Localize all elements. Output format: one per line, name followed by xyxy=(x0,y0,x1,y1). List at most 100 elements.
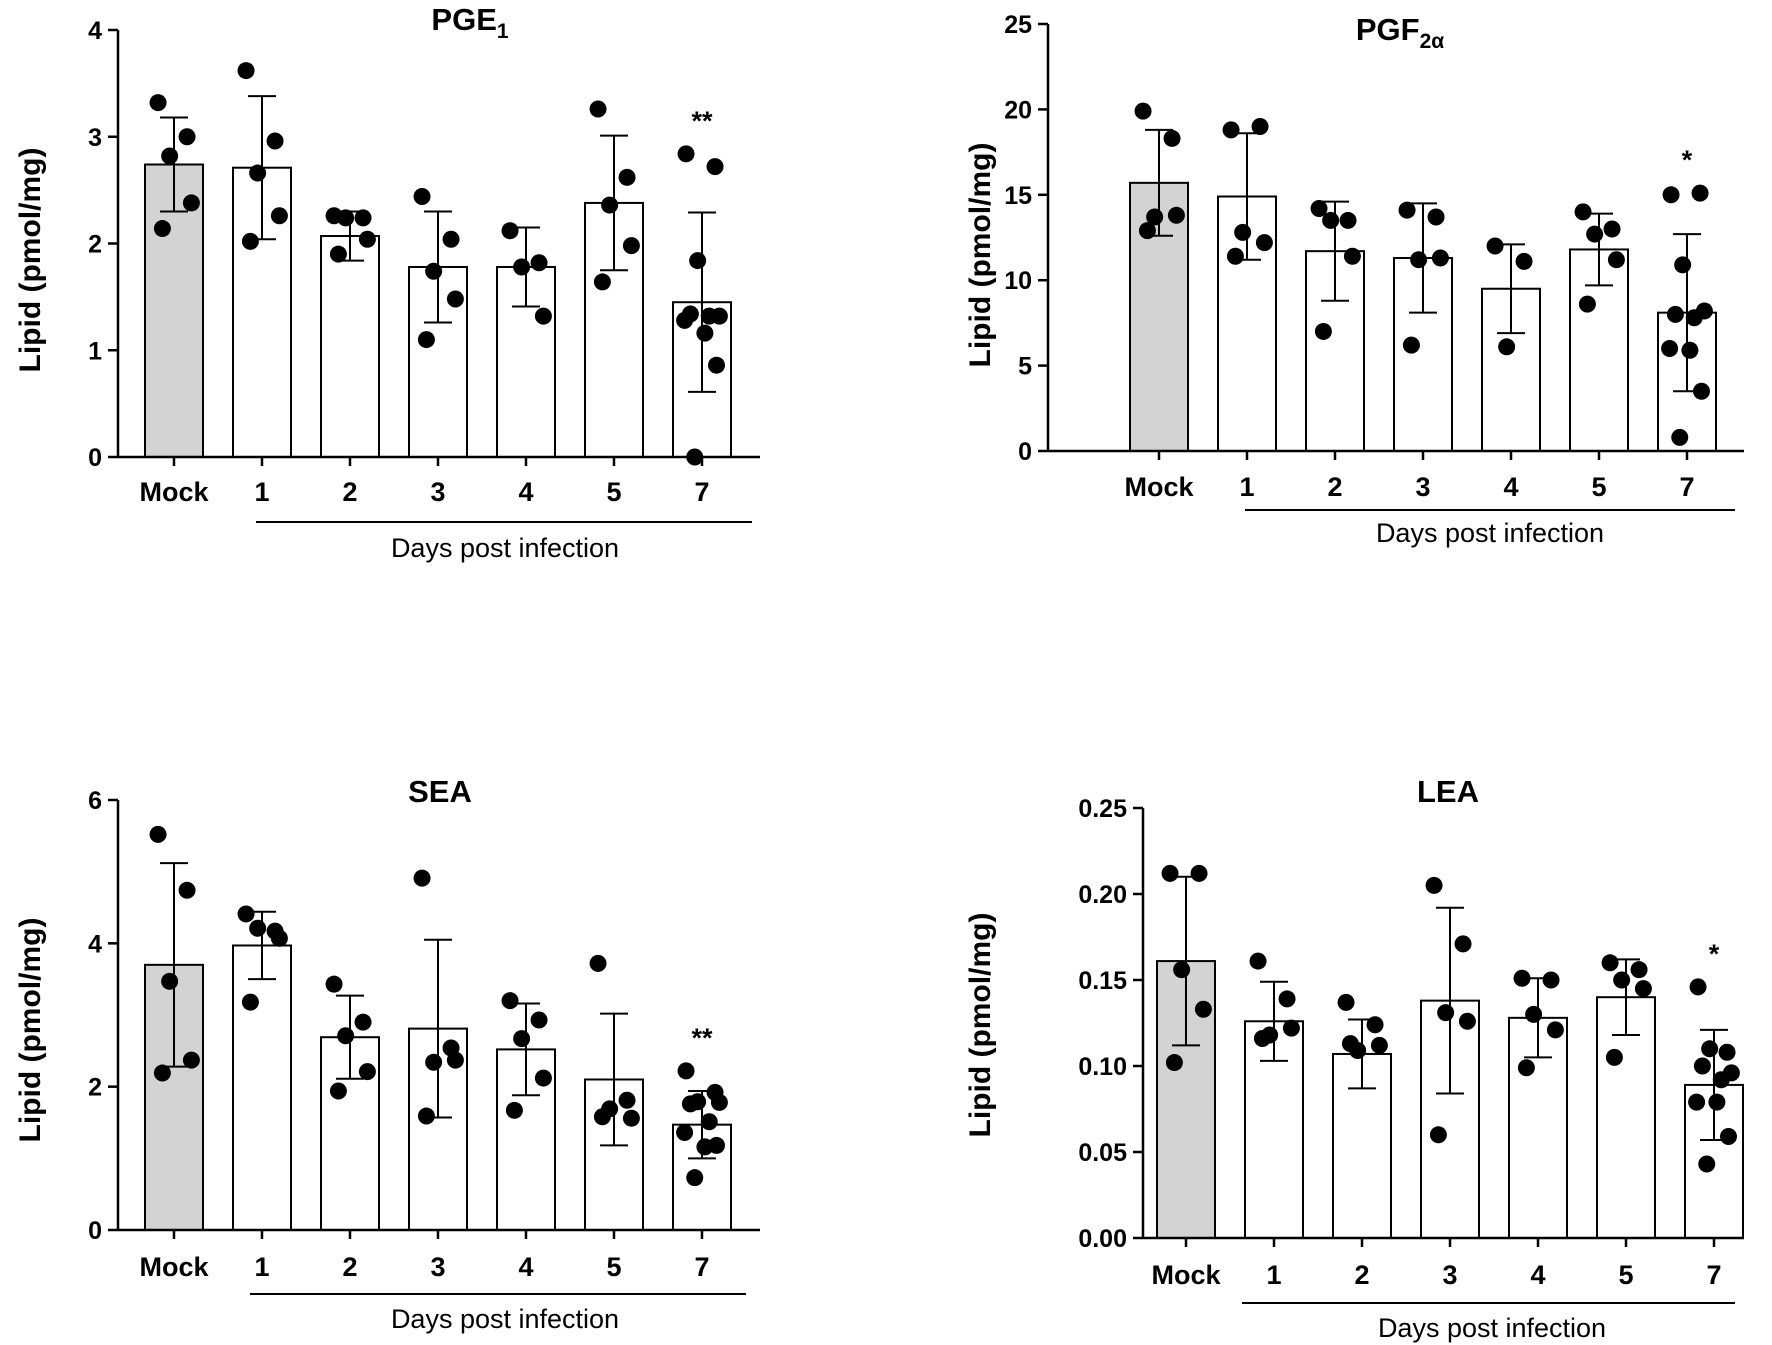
data-point xyxy=(501,222,519,240)
x-tick-label: 7 xyxy=(1706,1260,1721,1290)
data-point xyxy=(1681,341,1699,359)
y-axis-label: Lipid (pmol/mg) xyxy=(964,913,997,1138)
y-tick-label: 3 xyxy=(88,124,102,152)
y-axis-label: Lipid (pmol/mg) xyxy=(14,918,47,1143)
data-point xyxy=(1666,305,1684,323)
data-point xyxy=(1234,223,1252,241)
y-tick-label: 5 xyxy=(1018,353,1032,381)
data-point xyxy=(1249,952,1267,970)
x-tick-label: Mock xyxy=(1124,472,1194,502)
x-tick-label: 5 xyxy=(1591,472,1606,502)
data-point xyxy=(1574,203,1592,221)
data-point xyxy=(1525,1005,1543,1023)
data-point xyxy=(417,1107,435,1125)
y-tick-label: 6 xyxy=(88,787,102,815)
data-point xyxy=(337,1027,355,1045)
data-point xyxy=(1498,338,1516,356)
x-tick-label: 4 xyxy=(518,477,533,507)
x-tick-label: 2 xyxy=(342,477,357,507)
data-point xyxy=(700,307,718,325)
x-tick-label: 4 xyxy=(1503,472,1518,502)
data-point xyxy=(1542,971,1560,989)
data-point xyxy=(270,929,288,947)
data-point xyxy=(417,331,435,349)
data-point xyxy=(601,196,619,214)
data-point xyxy=(1458,1012,1476,1030)
data-point xyxy=(1366,1016,1384,1034)
significance-marker: ** xyxy=(691,1023,713,1053)
data-point xyxy=(1688,1093,1706,1111)
data-point xyxy=(1173,961,1191,979)
significance-marker: ** xyxy=(691,106,713,136)
data-point xyxy=(241,993,259,1011)
data-point xyxy=(1161,864,1179,882)
data-point xyxy=(534,1069,552,1087)
data-point xyxy=(1222,121,1240,139)
x-axis-label: Days post infection xyxy=(391,1304,619,1334)
y-tick-label: 0.20 xyxy=(1078,881,1127,909)
data-point xyxy=(501,992,519,1010)
y-tick-label: 4 xyxy=(88,17,102,45)
x-tick-label: Mock xyxy=(1151,1260,1221,1290)
data-point xyxy=(266,132,284,150)
data-point xyxy=(1425,876,1443,894)
data-point xyxy=(1194,1000,1212,1018)
data-point xyxy=(329,245,347,263)
data-point xyxy=(1685,309,1703,327)
data-point xyxy=(1310,199,1328,217)
data-point xyxy=(1278,990,1296,1008)
data-point xyxy=(589,954,607,972)
data-point xyxy=(153,1064,171,1082)
data-point xyxy=(1343,247,1361,265)
chart-title: LEA xyxy=(1417,774,1479,809)
bar-5 xyxy=(1596,996,1656,1240)
significance-marker: * xyxy=(1682,145,1693,175)
data-point xyxy=(1398,201,1416,219)
data-point xyxy=(358,230,376,248)
y-tick-label: 0.25 xyxy=(1078,795,1127,823)
data-point xyxy=(513,258,531,276)
data-point xyxy=(241,232,259,250)
data-point xyxy=(358,1063,376,1081)
data-point xyxy=(1671,428,1689,446)
chart-panel-lea: LEA Lipid (pmol/mg) Days post infection … xyxy=(964,774,1744,1343)
data-point xyxy=(1322,211,1340,229)
data-point xyxy=(1546,1021,1564,1039)
data-point xyxy=(1410,251,1428,269)
x-tick-label: 3 xyxy=(430,1252,445,1282)
data-point xyxy=(1282,1019,1300,1037)
chart-panel-pge1: PGE1 Lipid (pmol/mg) Days post infection… xyxy=(14,2,760,563)
data-point xyxy=(677,1062,695,1080)
data-point xyxy=(1691,184,1709,202)
bar-2 xyxy=(320,235,380,458)
data-point xyxy=(696,324,714,342)
y-tick-label: 0.15 xyxy=(1078,967,1127,995)
x-tick-label: 4 xyxy=(518,1252,533,1282)
data-point xyxy=(1607,251,1625,269)
chart-title: PGE1 xyxy=(431,2,508,43)
y-tick-label: 2 xyxy=(88,231,102,259)
data-point xyxy=(446,1051,464,1069)
x-tick-label: 7 xyxy=(1679,472,1694,502)
bar-mock xyxy=(144,163,204,458)
data-point xyxy=(1163,129,1181,147)
x-tick-label: 1 xyxy=(254,477,269,507)
data-point xyxy=(622,237,640,255)
data-point xyxy=(1674,256,1692,274)
y-tick-label: 2 xyxy=(88,1074,102,1102)
data-point xyxy=(1251,117,1269,135)
data-point xyxy=(1402,336,1420,354)
data-point xyxy=(1190,864,1208,882)
data-point xyxy=(1689,978,1707,996)
data-point xyxy=(1693,1057,1711,1075)
data-point xyxy=(1165,1054,1183,1072)
data-point xyxy=(1515,252,1533,270)
y-tick-label: 1 xyxy=(88,337,102,365)
data-point xyxy=(425,1053,443,1071)
x-tick-label: 7 xyxy=(694,1252,709,1282)
data-point xyxy=(178,128,196,146)
data-point xyxy=(1255,234,1273,252)
data-point xyxy=(354,1013,372,1031)
data-point xyxy=(161,972,179,990)
